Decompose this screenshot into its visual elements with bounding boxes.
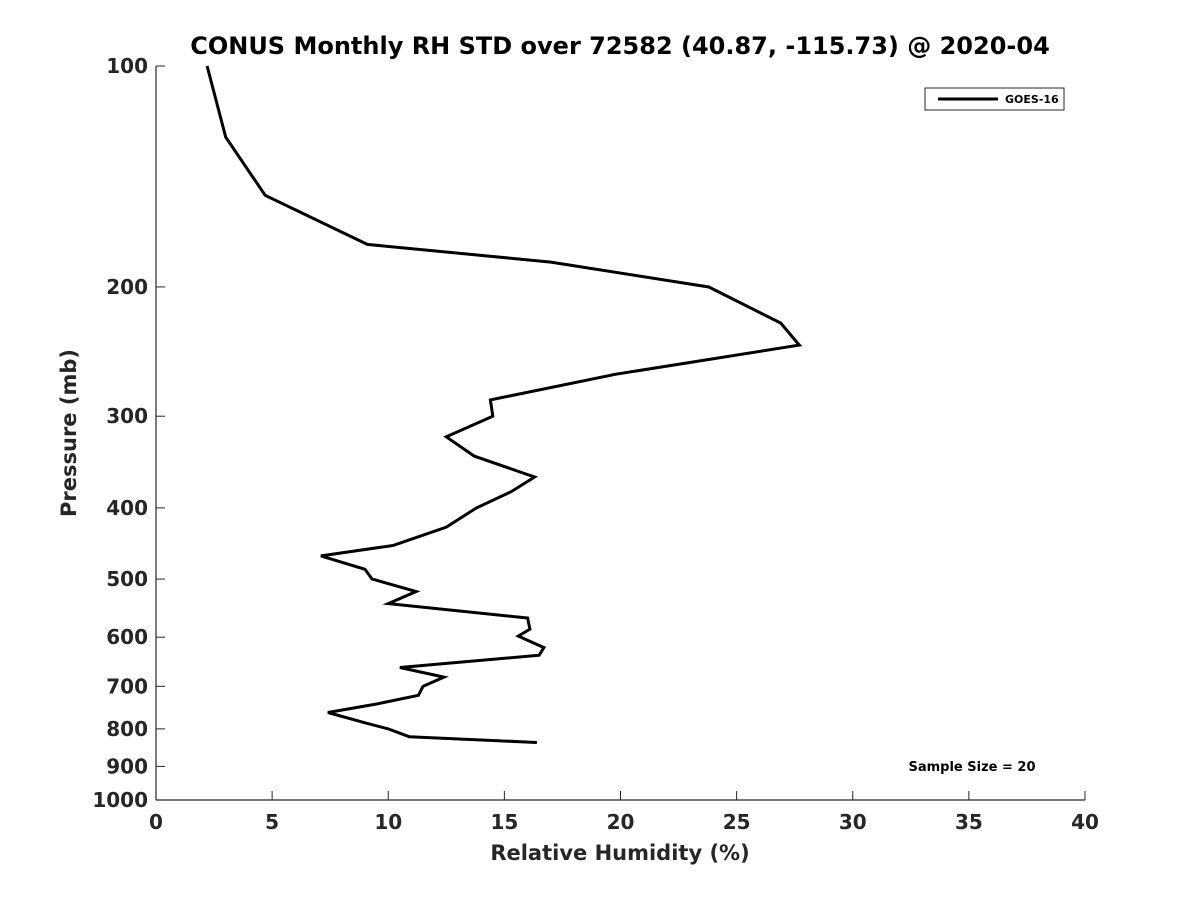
x-tick-label: 25: [723, 810, 751, 834]
x-tick-label: 40: [1071, 810, 1099, 834]
y-tick-label: 600: [106, 625, 148, 649]
y-tick-label: 500: [106, 567, 148, 591]
x-axis-label: Relative Humidity (%): [490, 841, 749, 865]
x-tick-label: 20: [607, 810, 635, 834]
y-tick-label: 400: [106, 496, 148, 520]
y-tick-label: 200: [106, 275, 148, 299]
x-tick-label: 30: [839, 810, 867, 834]
x-ticks: 0 5 10 15 20 25 30 35 40: [149, 791, 1099, 834]
y-tick-label: 1000: [92, 788, 148, 812]
y-ticks: 100 200 300 400 500 600 700 800 900 1000: [92, 54, 165, 812]
y-axis-label: Pressure (mb): [57, 349, 81, 517]
x-tick-label: 0: [149, 810, 163, 834]
sample-size-annotation: Sample Size = 20: [908, 760, 1035, 775]
y-tick-label: 800: [106, 717, 148, 741]
legend: GOES-16: [924, 87, 1065, 111]
y-tick-label: 700: [106, 674, 148, 698]
x-tick-label: 35: [955, 810, 983, 834]
x-tick-label: 15: [490, 810, 518, 834]
y-tick-label: 900: [106, 754, 148, 778]
y-tick-label: 300: [106, 404, 148, 428]
y-tick-label: 100: [106, 54, 148, 78]
series-layer: [205, 65, 803, 744]
chart-title: CONUS Monthly RH STD over 72582 (40.87, …: [190, 32, 1050, 60]
series-line-goes-16: [205, 65, 803, 744]
x-tick-label: 10: [374, 810, 402, 834]
x-tick-label: 5: [265, 810, 279, 834]
legend-label-goes-16: GOES-16: [1005, 93, 1059, 106]
